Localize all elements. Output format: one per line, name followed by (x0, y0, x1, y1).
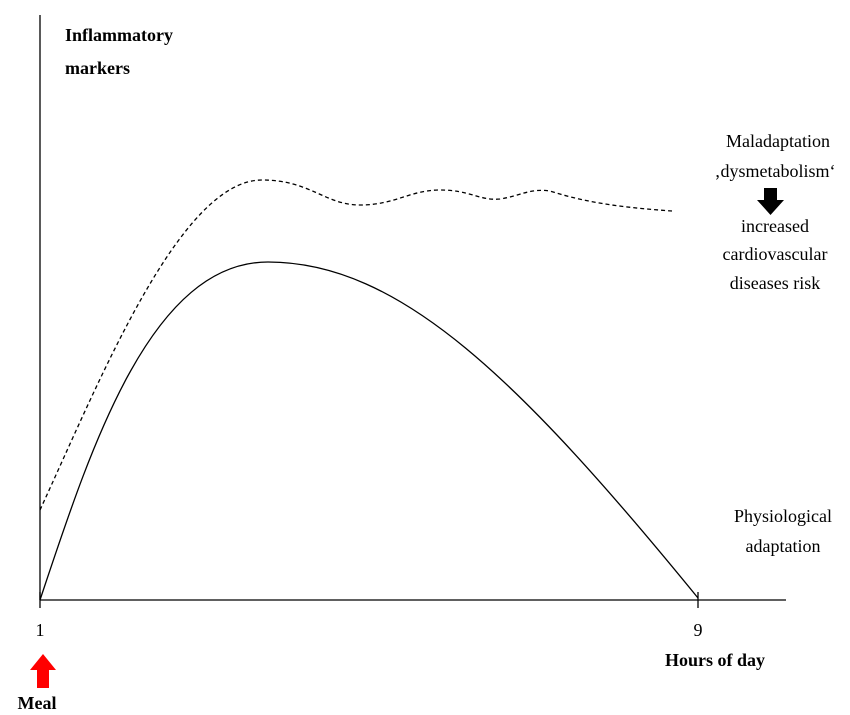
y-axis-label: markers (65, 58, 130, 78)
y-axis-label: Inflammatory (65, 25, 173, 45)
upper-label: Maladaptation (726, 131, 830, 151)
x-tick-label: 9 (694, 620, 703, 640)
upper-label: increased (741, 216, 809, 236)
x-axis-label: Hours of day (665, 650, 765, 670)
down-arrow (757, 188, 784, 215)
maladaptation-curve (39, 179, 673, 511)
lower-label: adaptation (746, 536, 821, 556)
event-label: Meal (18, 693, 57, 713)
lower-label: Physiological (734, 506, 832, 526)
x-tick-label: 1 (36, 620, 45, 640)
upper-label: diseases risk (730, 273, 820, 293)
physiological-curve (39, 261, 699, 601)
upper-label: cardiovascular (723, 244, 828, 264)
upper-label: ‚dysmetabolism‘ (715, 161, 836, 181)
meal-arrow (30, 654, 56, 688)
